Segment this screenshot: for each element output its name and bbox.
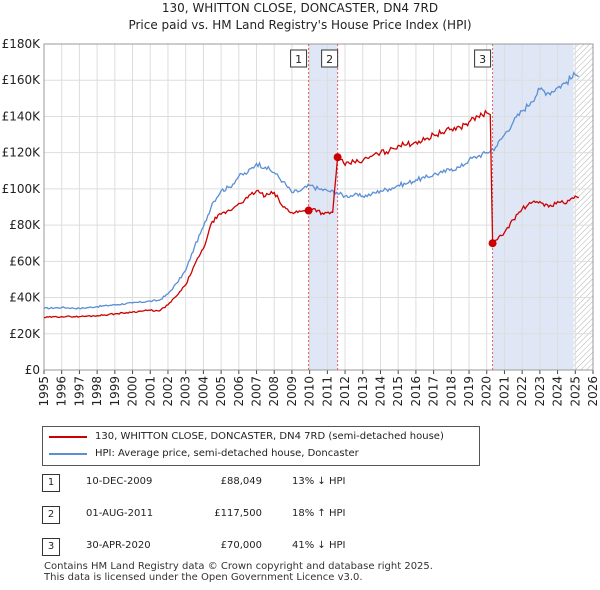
footer-line-2: This data is licensed under the Open Gov… (44, 572, 363, 583)
transaction-number: 3 (42, 538, 60, 556)
x-tick-label: 2007 (250, 376, 264, 407)
x-tick-label: 1999 (108, 376, 122, 407)
x-tick-label: 2013 (356, 376, 370, 407)
x-tick-label: 2012 (338, 376, 352, 407)
x-tick-label: 2002 (161, 376, 175, 407)
legend-item-property: 130, WHITTON CLOSE, DONCASTER, DN4 7RD (… (49, 429, 444, 445)
sale-point-3 (488, 239, 497, 248)
chart-title: 130, WHITTON CLOSE, DONCASTER, DN4 7RD (161, 1, 439, 15)
x-tick-label: 2020 (480, 376, 494, 407)
legend-label-property: 130, WHITTON CLOSE, DONCASTER, DN4 7RD (… (95, 431, 444, 442)
x-tick-label: 2022 (515, 376, 529, 407)
transaction-date: 01-AUG-2011 (86, 508, 154, 519)
y-tick-label: £20K (9, 327, 41, 341)
transaction-hpi: 41% ↓ HPI (292, 540, 346, 551)
series-line-hpi (43, 71, 580, 310)
x-tick-label: 1995 (37, 376, 51, 407)
x-tick-label: 2003 (179, 376, 193, 407)
sale-marker-box-2: 2 (321, 49, 339, 68)
sale-point-1 (304, 206, 313, 215)
transaction-price: £88,049 (220, 476, 262, 487)
footer-line-1: Contains HM Land Registry data © Crown c… (44, 561, 433, 572)
x-tick-label: 2014 (373, 376, 387, 407)
transaction-date: 30-APR-2020 (86, 540, 151, 551)
y-tick-label: £160K (2, 73, 42, 87)
sale-marker-box-1: 1 (290, 49, 308, 68)
y-tick-label: £40K (9, 291, 41, 305)
legend-item-hpi: HPI: Average price, semi-detached house,… (49, 446, 359, 462)
sale-marker-box-label: 3 (479, 53, 486, 66)
y-tick-label: £60K (9, 254, 41, 268)
chart-subtitle: Price paid vs. HM Land Registry's House … (128, 18, 472, 32)
transaction-hpi: 13% ↓ HPI (292, 476, 346, 487)
x-tick-label: 2000 (126, 376, 140, 407)
price-chart: £0 £20K £40K £60K £80K £100K £120K £140K £160K £1… (2, 37, 600, 407)
transaction-number: 1 (42, 474, 60, 492)
y-tick-label: £80K (9, 218, 41, 232)
chart-legend: 130, WHITTON CLOSE, DONCASTER, DN4 7RD (… (42, 426, 480, 466)
x-tick-label: 2017 (427, 376, 441, 407)
x-tick-label: 2021 (497, 376, 511, 407)
x-tick-label: 2016 (409, 376, 423, 407)
y-tick-label: £0 (25, 363, 40, 377)
y-tick-label: £100K (2, 182, 42, 196)
sale-marker-box-3: 3 (474, 49, 492, 68)
transaction-number: 2 (42, 506, 60, 524)
sale-point-2 (333, 153, 342, 162)
transaction-date: 10-DEC-2009 (86, 476, 153, 487)
forecast-hatch (573, 44, 593, 370)
x-tick-label: 2011 (320, 376, 334, 407)
x-tick-label: 2026 (586, 376, 600, 407)
sale-marker-box-label: 2 (326, 53, 333, 66)
x-tick-label: 1996 (55, 376, 69, 407)
x-tick-label: 1997 (72, 376, 86, 407)
x-tick-label: 2008 (267, 376, 281, 407)
transaction-price: £70,000 (220, 540, 262, 551)
y-tick-label: £120K (2, 146, 42, 160)
x-tick-label: 2004 (196, 376, 210, 407)
shaded-span-2 (492, 44, 574, 370)
sale-marker-box-frame (474, 49, 492, 68)
legend-label-hpi: HPI: Average price, semi-detached house,… (95, 448, 359, 459)
x-tick-label: 2025 (568, 376, 582, 407)
legend-swatch-red (49, 436, 87, 438)
x-tick-label: 2019 (462, 376, 476, 407)
footer-attribution: Contains HM Land Registry data © Crown c… (44, 561, 433, 583)
sale-marker-box-label: 1 (295, 53, 302, 66)
x-tick-label: 2005 (214, 376, 228, 407)
sale-marker-box-frame (290, 49, 308, 68)
sale-marker-box-frame (321, 49, 339, 68)
y-tick-label: £180K (2, 37, 42, 51)
transaction-hpi: 18% ↑ HPI (292, 508, 346, 519)
transaction-price: £117,500 (214, 508, 262, 519)
x-tick-label: 2015 (391, 376, 405, 407)
x-tick-label: 2006 (232, 376, 246, 407)
x-tick-label: 1998 (90, 376, 104, 407)
plot-border (43, 43, 594, 371)
x-tick-label: 2018 (444, 376, 458, 407)
x-tick-label: 2009 (285, 376, 299, 407)
x-tick-label: 2010 (303, 376, 317, 407)
legend-swatch-blue (49, 453, 87, 455)
x-tick-label: 2024 (551, 376, 565, 407)
y-tick-label: £140K (2, 109, 42, 123)
x-tick-label: 2001 (143, 376, 157, 407)
x-tick-label: 2023 (533, 376, 547, 407)
